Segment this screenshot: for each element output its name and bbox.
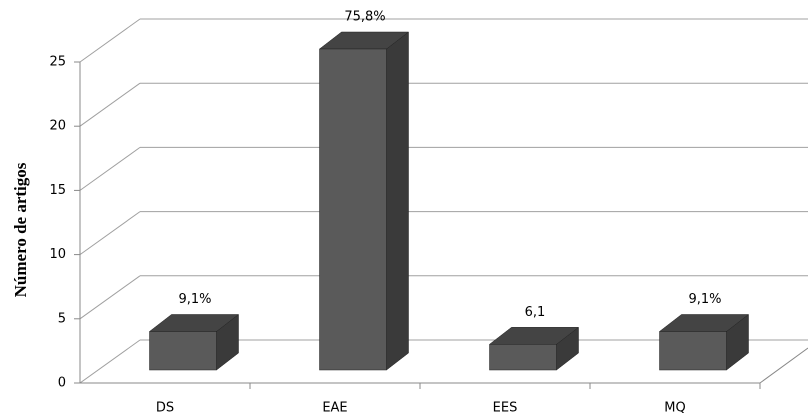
x-tick-label: EES — [493, 401, 518, 416]
bar — [319, 48, 387, 371]
y-axis-label: Número de artigos — [11, 162, 30, 297]
value-label: 6,1 — [525, 305, 546, 320]
bar-side — [386, 31, 409, 371]
value-label: 9,1% — [178, 292, 211, 307]
grid-diagonal — [79, 146, 141, 191]
x-tick-label: MQ — [664, 401, 685, 416]
grid-diagonal — [79, 275, 141, 320]
y-tick-label: 20 — [49, 119, 66, 134]
y-tick-label: 25 — [49, 55, 66, 70]
y-tick-label: 10 — [49, 247, 66, 262]
grid-diagonal — [79, 82, 141, 127]
value-label: 9,1% — [688, 292, 721, 307]
grid-diagonal — [79, 339, 141, 384]
floor-edge — [759, 347, 808, 384]
bar — [659, 331, 727, 371]
value-label: 75,8% — [344, 10, 385, 25]
x-tick-label: EAE — [322, 401, 347, 416]
y-tick-label: 15 — [49, 183, 66, 198]
grid-diagonal — [79, 18, 141, 63]
bar — [489, 344, 557, 371]
bar — [149, 331, 217, 371]
x-tick-label: DS — [156, 401, 174, 416]
y-tick-label: 0 — [58, 376, 66, 391]
y-tick-label: 5 — [58, 311, 66, 326]
grid-diagonal — [79, 211, 141, 256]
